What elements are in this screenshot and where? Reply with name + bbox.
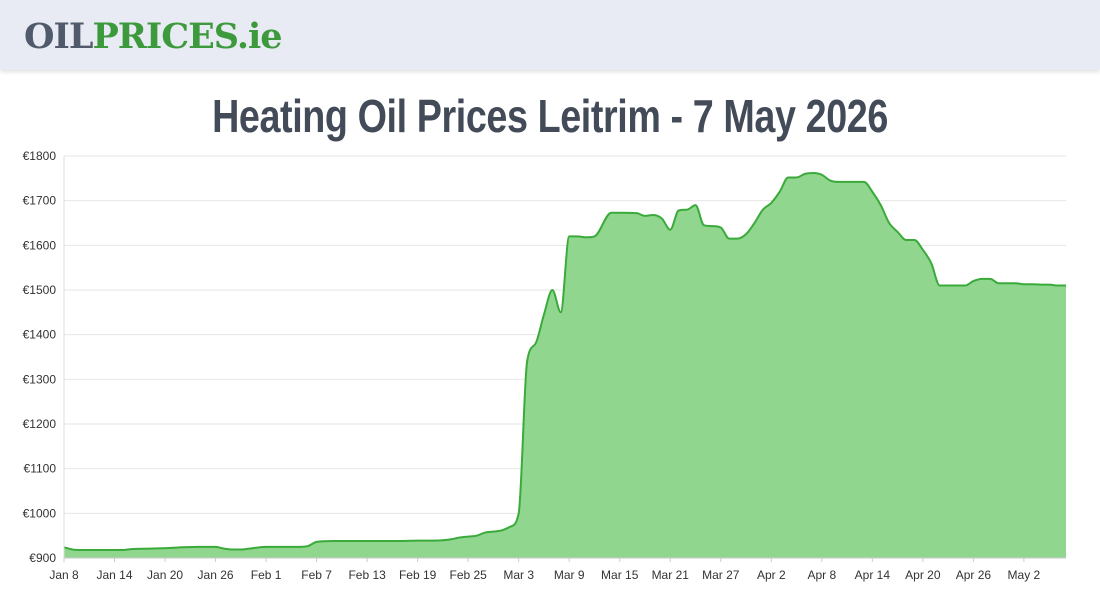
y-tick-label: €1000	[23, 506, 57, 520]
x-tick-label: Mar 27	[702, 568, 740, 582]
site-header: OILPRICES.ie	[0, 0, 1100, 70]
x-tick-label: Apr 2	[757, 568, 786, 582]
y-tick-label: €900	[29, 551, 56, 565]
x-tick-label: Mar 9	[554, 568, 585, 582]
x-tick-label: Feb 7	[301, 568, 332, 582]
x-tick-label: Mar 15	[601, 568, 639, 582]
logo-part-oil: OIL	[24, 16, 93, 57]
x-tick-label: Jan 26	[198, 568, 234, 582]
chart-series	[63, 171, 1066, 558]
y-tick-label: €1300	[23, 372, 57, 386]
logo-part-prices: PRICES	[92, 16, 237, 57]
price-area	[64, 172, 1066, 558]
page-title: Heating Oil Prices Leitrim - 7 May 2026	[212, 90, 888, 142]
x-tick-label: Feb 19	[399, 568, 437, 582]
logo-part-tld: .ie	[236, 16, 283, 57]
x-tick-label: Jan 8	[49, 568, 79, 582]
y-tick-label: €1700	[23, 194, 57, 208]
price-line	[63, 171, 1066, 551]
y-tick-label: €1400	[23, 328, 57, 342]
x-tick-label: Jan 14	[97, 568, 133, 582]
x-tick-label: Feb 1	[251, 568, 282, 582]
y-tick-label: €1800	[23, 149, 57, 163]
y-tick-label: €1500	[23, 283, 57, 297]
chart-axes: €900 €1000 €1100 €1200 €1300 €1400 €1500 €1600 €…	[23, 149, 1066, 582]
x-tick-label: Jan 20	[147, 568, 183, 582]
y-tick-label: €1200	[23, 417, 57, 431]
x-tick-label: Apr 26	[956, 568, 992, 582]
x-tick-label: Feb 25	[449, 568, 487, 582]
x-tick-label: Apr 20	[905, 568, 941, 582]
y-tick-label: €1600	[23, 238, 57, 252]
site-logo[interactable]: OILPRICES.ie	[24, 14, 283, 60]
x-tick-label: Mar 3	[503, 568, 534, 582]
x-tick-label: Apr 8	[807, 568, 836, 582]
x-tick-label: Feb 13	[348, 568, 386, 582]
x-tick-label: Apr 14	[855, 568, 891, 582]
x-tick-label: May 2	[1008, 568, 1041, 582]
y-tick-label: €1100	[24, 462, 57, 476]
x-tick-label: Mar 21	[652, 568, 690, 582]
